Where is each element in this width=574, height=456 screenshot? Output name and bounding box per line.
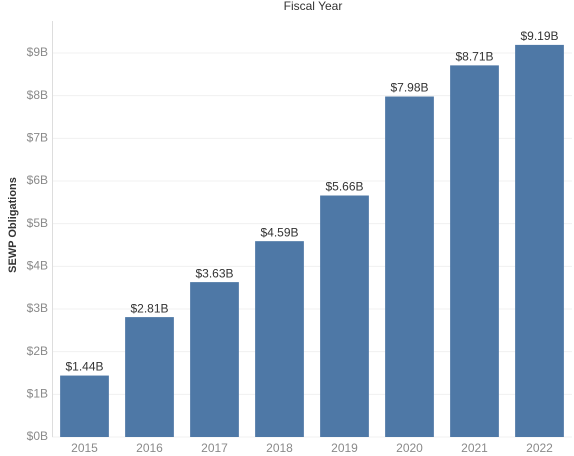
- y-tick-label: $1B: [27, 387, 48, 401]
- x-tick-label: 2021: [461, 441, 488, 455]
- bar: [450, 65, 499, 437]
- value-label: $3.63B: [195, 266, 233, 280]
- value-label: $8.71B: [455, 50, 493, 64]
- x-tick-label: 2020: [396, 441, 423, 455]
- bar: [320, 195, 369, 437]
- value-label: $9.19B: [520, 29, 558, 43]
- x-tick-label: 2016: [136, 441, 163, 455]
- value-label: $4.59B: [260, 225, 298, 239]
- x-tick-label: 2022: [526, 441, 553, 455]
- y-tick-label: $5B: [27, 216, 48, 230]
- y-tick-label: $3B: [27, 301, 48, 315]
- bar: [385, 96, 434, 438]
- y-tick-label: $4B: [27, 259, 48, 273]
- bar: [515, 44, 564, 437]
- y-tick-label: $8B: [27, 88, 48, 102]
- y-axis-label: SEWP Obligations: [7, 177, 19, 273]
- value-label: $5.66B: [325, 180, 363, 194]
- bar: [60, 375, 109, 437]
- y-tick-label: $0B: [27, 429, 48, 443]
- x-tick-label: 2018: [266, 441, 293, 455]
- y-tick-label: $2B: [27, 344, 48, 358]
- x-tick-label: 2017: [201, 441, 228, 455]
- y-tick-label: $9B: [27, 45, 48, 59]
- chart-title: Fiscal Year: [284, 0, 343, 13]
- y-tick-label: $7B: [27, 131, 48, 145]
- value-label: $1.44B: [65, 360, 103, 374]
- bar: [190, 282, 239, 437]
- bar: [125, 317, 174, 437]
- x-tick-label: 2015: [71, 441, 98, 455]
- bar: [255, 241, 304, 437]
- y-tick-label: $6B: [27, 173, 48, 187]
- x-tick-label: 2019: [331, 441, 358, 455]
- value-label: $7.98B: [390, 81, 428, 95]
- value-label: $2.81B: [130, 301, 168, 315]
